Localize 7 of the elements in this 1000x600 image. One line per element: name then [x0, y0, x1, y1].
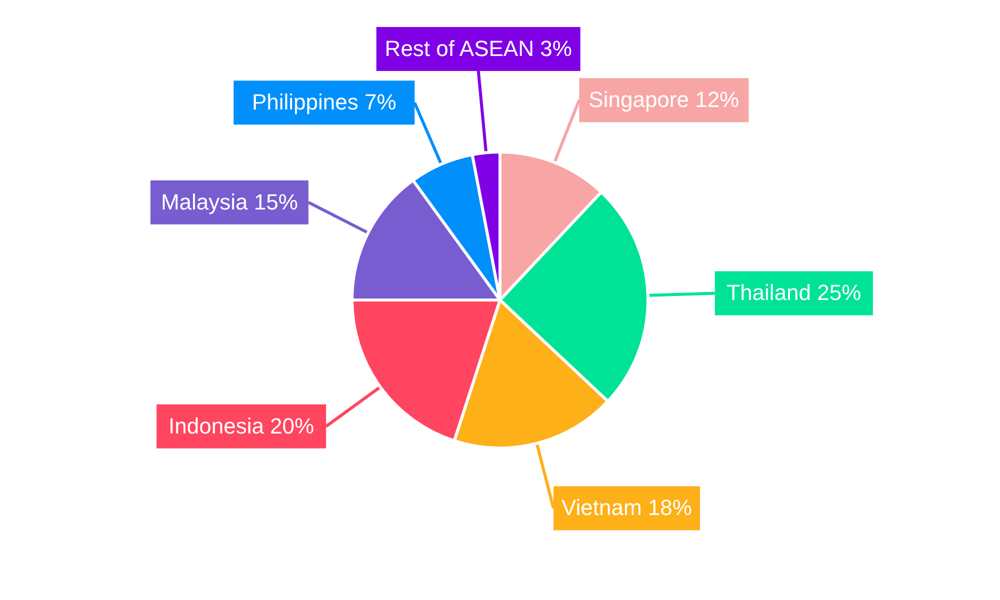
- slice-label: Philippines 7%: [252, 90, 396, 115]
- slice-label: Singapore 12%: [588, 87, 740, 112]
- slice-label: Thailand 25%: [726, 280, 862, 306]
- slice-label: Vietnam 18%: [561, 495, 692, 520]
- slice-label: Rest of ASEAN 3%: [384, 36, 572, 62]
- slice-label: Indonesia 20%: [168, 413, 314, 438]
- slice-label: Malaysia 15%: [160, 189, 298, 214]
